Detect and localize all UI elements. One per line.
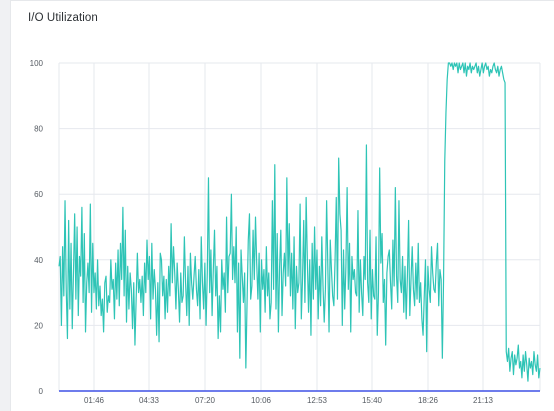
y-tick-label: 100 [30, 59, 44, 68]
y-tick-label: 0 [39, 387, 44, 396]
x-tick-label: 18:26 [418, 396, 439, 405]
x-tick-label: 10:06 [251, 396, 272, 405]
left-gutter [0, 0, 10, 411]
x-tick-label: 21:13 [473, 396, 494, 405]
series-line [58, 62, 541, 382]
x-tick-label: 04:33 [139, 396, 160, 405]
x-tick-label: 12:53 [307, 396, 328, 405]
y-tick-label: 60 [34, 190, 43, 199]
y-tick-label: 40 [34, 256, 43, 265]
x-tick-label: 07:20 [195, 396, 216, 405]
x-tick-label: 15:40 [362, 396, 383, 405]
y-tick-label: 20 [34, 321, 43, 330]
x-tick-label: 01:46 [84, 396, 105, 405]
y-tick-label: 80 [34, 125, 43, 134]
panel-title: I/O Utilization [28, 12, 98, 24]
